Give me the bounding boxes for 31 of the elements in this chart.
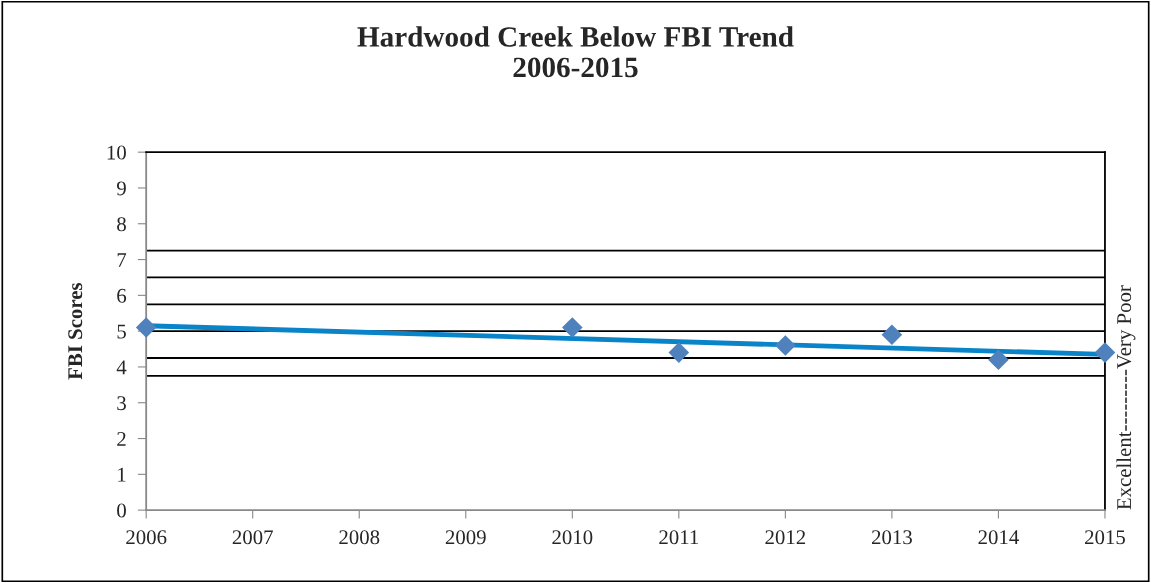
x-tick-label: 2010 [552, 530, 593, 545]
chart-title: Hardwood Creek Below FBI Trend 2006-2015 [357, 26, 794, 78]
x-tick-label: 2014 [978, 530, 1019, 545]
text: Excellent---------Very Poor [1116, 285, 1136, 510]
x-tick-label: 2009 [445, 530, 486, 545]
point [135, 317, 157, 338]
x-tick-label: 2015 [1085, 530, 1125, 545]
y-tick-label: 10 [107, 145, 126, 160]
y-tick-label: 6 [117, 288, 127, 303]
point [668, 342, 690, 363]
y-tick-label: 1 [118, 467, 126, 482]
x-tick-label: 2007 [232, 530, 273, 545]
point [881, 324, 903, 346]
y-tick-label: 2 [117, 431, 126, 446]
point [562, 317, 583, 338]
y-tick-label: 8 [117, 217, 126, 232]
y-tick-label: 4 [116, 360, 127, 375]
x-tick-label: 2008 [339, 530, 380, 545]
point [988, 349, 1009, 371]
y-tick-label: 7 [117, 253, 127, 267]
y-axis-title: FBI Scores [68, 282, 83, 380]
x-tick-label: 2012 [765, 530, 806, 545]
x-tick-label: 2013 [871, 530, 912, 545]
point [775, 335, 796, 356]
y-tick-label: 0 [117, 503, 126, 518]
y-tick-label: 3 [117, 396, 126, 411]
point [1094, 342, 1116, 363]
x-tick-label: 2011 [659, 530, 699, 545]
y-tick-label: 5 [117, 324, 126, 339]
y-tick-label: 9 [116, 181, 126, 196]
x-tick-label: 2006 [126, 530, 167, 545]
